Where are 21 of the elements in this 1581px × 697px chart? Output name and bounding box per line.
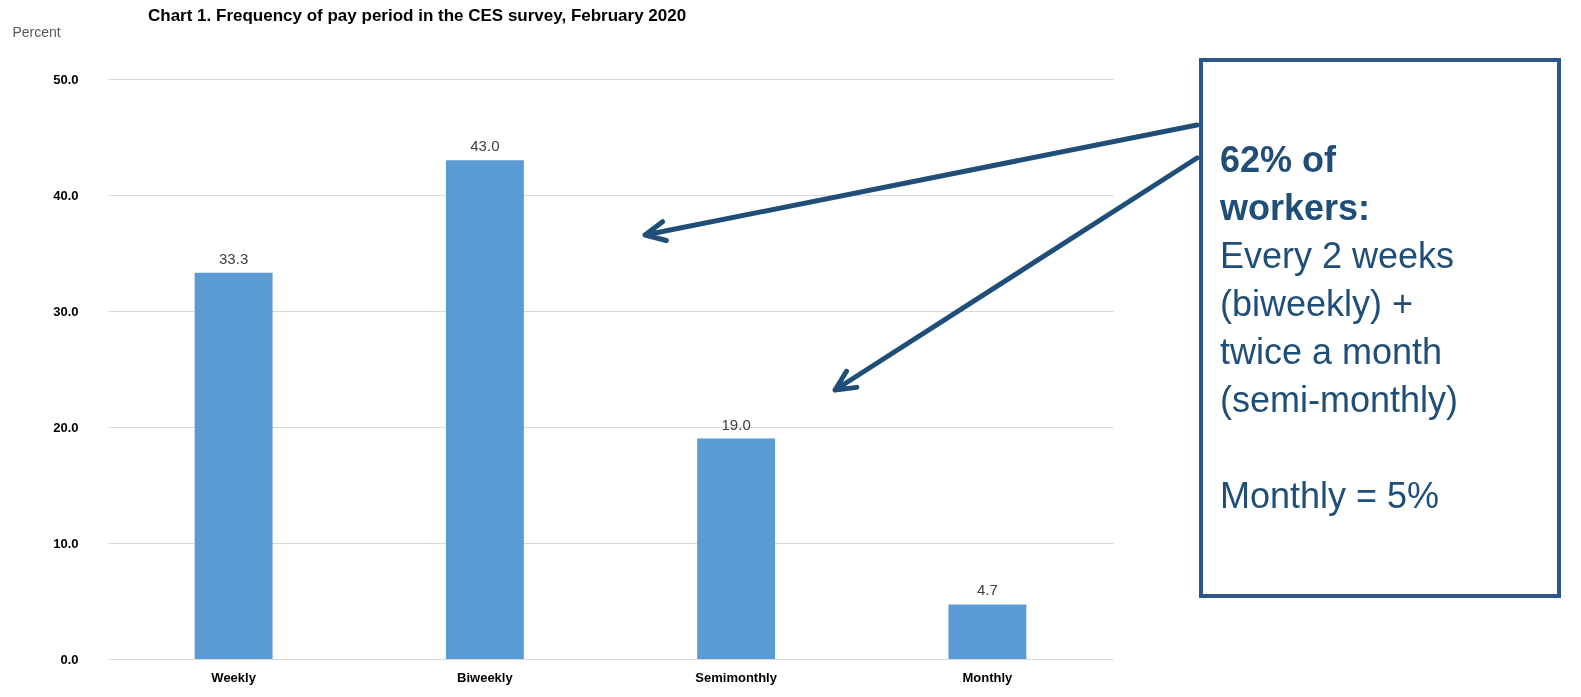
data-label: 19.0 bbox=[721, 415, 751, 433]
y-tick-label: 0.0 bbox=[60, 651, 79, 667]
y-tick-label: 50.0 bbox=[53, 71, 79, 87]
data-label: 43.0 bbox=[470, 137, 500, 155]
x-tick-label: Monthly bbox=[962, 669, 1014, 685]
y-axis-title: Percent bbox=[12, 23, 61, 40]
bar bbox=[194, 272, 273, 659]
x-tick-label: Semimonthly bbox=[695, 669, 778, 685]
chart-title: Chart 1. Frequency of pay period in the CES survey, February 2020 bbox=[148, 6, 687, 26]
bar bbox=[948, 604, 1027, 659]
text-box: 62% of workers: Every 2 weeks (biweekly) + twice a month (semi-monthly) Monthly = 5% bbox=[1199, 58, 1561, 598]
x-tick-label: Weekly bbox=[211, 669, 257, 685]
x-tick-label: Biweekly bbox=[457, 669, 514, 685]
bar bbox=[445, 160, 524, 659]
y-tick-label: 10.0 bbox=[53, 535, 79, 551]
data-label: 33.3 bbox=[219, 249, 249, 267]
data-label: 4.7 bbox=[976, 581, 998, 599]
y-tick-label: 30.0 bbox=[53, 303, 79, 319]
bar bbox=[697, 438, 776, 659]
y-tick-label: 40.0 bbox=[53, 187, 79, 203]
y-tick-label: 20.0 bbox=[53, 419, 79, 435]
